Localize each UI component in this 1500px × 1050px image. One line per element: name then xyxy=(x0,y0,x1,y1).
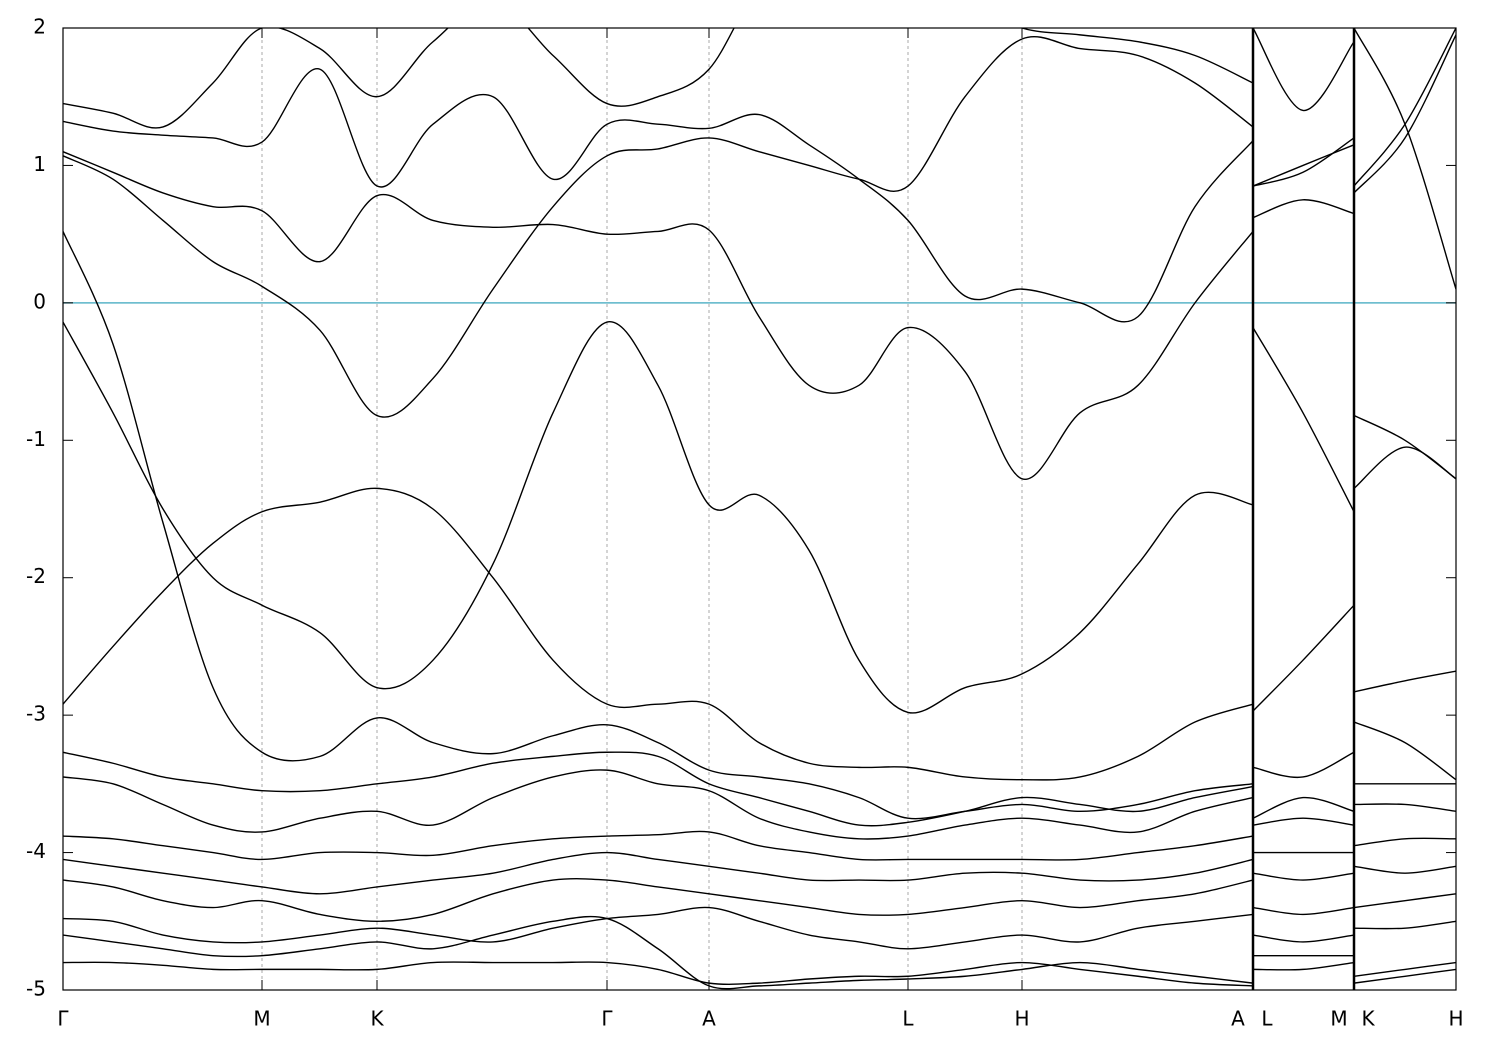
band-line xyxy=(63,321,1456,714)
x-tick-label: Γ xyxy=(57,1007,69,1031)
y-tick-label: -5 xyxy=(26,977,46,1001)
plot-area xyxy=(63,28,1456,990)
x-tick-label: H xyxy=(1448,1007,1463,1031)
x-tick-label: K xyxy=(370,1007,384,1031)
band-line xyxy=(63,830,1456,861)
band-line xyxy=(63,954,1456,987)
band-line xyxy=(63,906,1456,950)
plot-frame xyxy=(62,27,1457,991)
band-line xyxy=(63,151,1456,480)
x-tick-label: H xyxy=(1014,1007,1029,1031)
x-tick-label: L xyxy=(1261,1007,1273,1031)
x-tick-label: L xyxy=(902,1007,914,1031)
band-line xyxy=(63,751,1456,827)
band-line xyxy=(63,34,1456,418)
y-tick-label: 1 xyxy=(33,152,46,176)
x-tick-label: A xyxy=(1231,1007,1245,1031)
band-line xyxy=(63,487,1456,781)
y-tick-label: -2 xyxy=(26,564,46,588)
x-tick-label: K xyxy=(1361,1007,1375,1031)
band-line xyxy=(63,28,1456,323)
x-tick-label: M xyxy=(253,1007,270,1031)
band-line xyxy=(63,878,1456,922)
band-line xyxy=(63,915,1456,990)
y-tick-label: -3 xyxy=(26,702,46,726)
x-tick-label: Γ xyxy=(601,1007,613,1031)
band-line xyxy=(63,28,1456,290)
band-line xyxy=(63,769,1456,840)
band-line xyxy=(63,851,1456,895)
y-tick-label: 2 xyxy=(33,15,46,39)
y-tick-label: 0 xyxy=(33,289,46,313)
x-tick-label: M xyxy=(1330,1007,1347,1031)
y-tick-label: -1 xyxy=(26,427,46,451)
band-line xyxy=(63,231,1456,820)
y-tick-label: -4 xyxy=(26,839,46,863)
x-tick-label: A xyxy=(702,1007,716,1031)
